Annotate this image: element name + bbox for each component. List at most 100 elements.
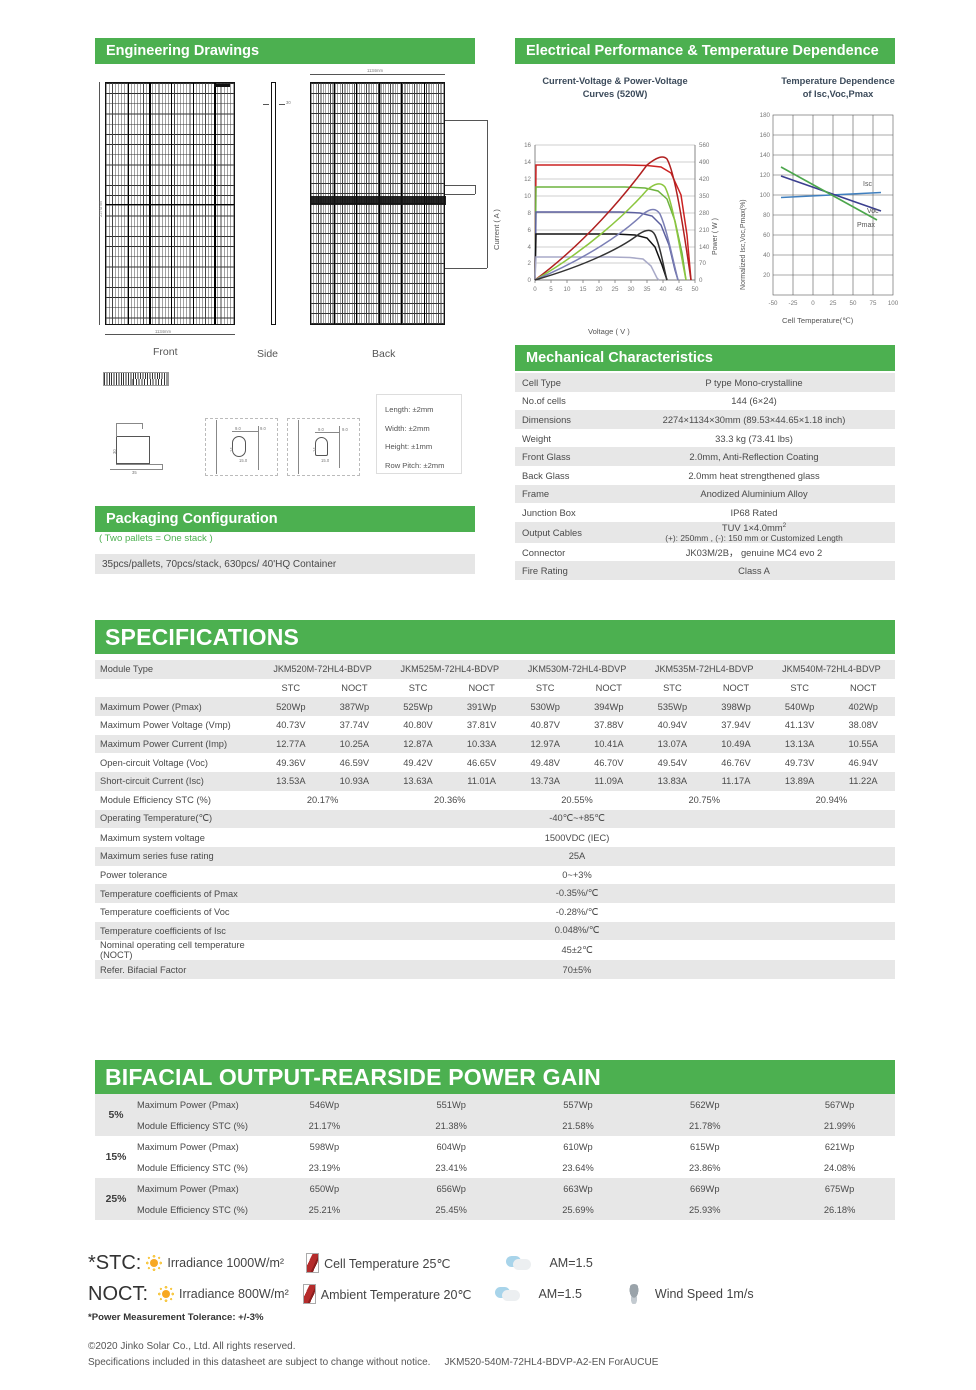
specification-row: Module Efficiency STC (%) 20.17% 20.36% 20.… xyxy=(95,791,895,810)
svg-text:80: 80 xyxy=(763,212,770,219)
spec-value-cell: 525Wp xyxy=(403,701,433,712)
section-header-electrical-performance: Electrical Performance & Temperature Dep… xyxy=(515,38,895,64)
stc-cell-temperature: Cell Temperature 25℃ xyxy=(324,1256,451,1271)
bifacial-pmax-cell: 546Wp xyxy=(309,1099,340,1110)
junction-box-marker xyxy=(311,196,446,205)
bifacial-gain-percent: 15% xyxy=(105,1151,127,1163)
bifacial-efficiency-cell: 23.64% xyxy=(562,1162,594,1173)
spec-row-label: Temperature coefficients of Pmax xyxy=(100,888,238,899)
svg-text:560: 560 xyxy=(699,142,710,149)
mechanical-row-value: TUV 1×4.0mm2 (+): 250mm , (-): 150 mm or … xyxy=(665,521,843,543)
svg-text:60: 60 xyxy=(763,232,770,239)
spec-value-cell: 40.80V xyxy=(403,720,433,731)
spec-value-cell: 10.33A xyxy=(466,739,497,750)
packaging-value: 35pcs/pallets, 70pcs/stack, 630pcs/ 40'H… xyxy=(95,554,475,574)
svg-text:350: 350 xyxy=(699,193,710,200)
mechanical-row-key: Fire Rating xyxy=(522,565,568,577)
noct-wind-speed: Wind Speed 1m/s xyxy=(654,1287,754,1301)
condition-header: STC xyxy=(535,683,555,694)
spec-value-cell: 394Wp xyxy=(594,701,624,712)
bifacial-row-label: Maximum Power (Pmax) xyxy=(137,1183,239,1194)
temperature-dependence-chart: Isc Voc Pmax 180 160 140 120 100 80 60 4… xyxy=(760,112,899,307)
bifacial-efficiency-cell: 26.18% xyxy=(823,1204,856,1215)
tolerance-box: Length: ±2mm Width: ±2mm Height: ±1mm Ro… xyxy=(376,394,462,474)
spec-value-cell: 46.94V xyxy=(848,757,878,768)
condition-header: NOCT xyxy=(595,683,622,694)
spec-value-cell: 10.49A xyxy=(721,739,751,750)
spec-value-cell: 540Wp xyxy=(784,701,815,712)
iv-chart-y2label: Power ( W ) xyxy=(712,218,719,255)
specification-row: Temperature coefficients of Voc -0.28%/℃ xyxy=(95,903,895,922)
packaging-note: ( Two pallets = One stack ) xyxy=(99,533,213,544)
svg-text:10: 10 xyxy=(524,193,531,200)
spec-common-value: -40℃~+85℃ xyxy=(549,813,605,824)
module-type-cell: JKM525M-72HL4-BDVP xyxy=(400,664,500,675)
front-width-dimension: 1134mm xyxy=(155,329,171,334)
spec-value-cell: 387Wp xyxy=(339,701,370,712)
view-label-back: Back xyxy=(372,348,396,360)
svg-text:20: 20 xyxy=(763,272,770,279)
spec-value-cell: 40.94V xyxy=(657,720,688,731)
iv-chart-ylabel: Current ( A ) xyxy=(492,209,501,250)
bifacial-efficiency-cell: 25.69% xyxy=(562,1204,594,1215)
spec-value-cell: 37.88V xyxy=(594,720,624,731)
spec-value-cell: 46.70V xyxy=(594,757,624,768)
mechanical-row-key: Frame xyxy=(522,488,550,500)
power-tolerance-note: *Power Measurement Tolerance: +/-3% xyxy=(88,1312,264,1323)
svg-text:5: 5 xyxy=(549,286,553,293)
svg-text:0: 0 xyxy=(528,277,532,284)
stc-am: AM=1.5 xyxy=(549,1256,593,1270)
mechanical-row-value: JK03M/2B， genuine MC4 evo 2 xyxy=(685,547,823,559)
spec-value-cell: 46.59V xyxy=(339,757,370,768)
bifacial-pmax-cell: 663Wp xyxy=(563,1183,593,1194)
bifacial-efficiency-cell: 21.78% xyxy=(689,1120,721,1131)
document-code: JKM520-540M-72HL4-BDVP-A2-EN ForAUCUE xyxy=(444,1356,659,1368)
specification-row: Maximum Power (Pmax) 520Wp 387Wp 525Wp 391Wp… xyxy=(95,697,895,717)
spec-row-label: Power tolerance xyxy=(100,869,168,880)
spec-row-label: Temperature coefficients of Voc xyxy=(100,907,230,918)
section-header-specifications: SPECIFICATIONS xyxy=(95,620,895,654)
mechanical-row-value: 33.3 kg (73.41 lbs) xyxy=(715,432,793,444)
noct-irradiance: Irradiance 800W/m² xyxy=(179,1287,289,1301)
condition-header: STC xyxy=(790,683,809,694)
spec-value-cell: 49.42V xyxy=(403,757,433,768)
svg-text:15: 15 xyxy=(580,286,587,293)
mechanical-row: Junction Box IP68 Rated xyxy=(515,503,895,522)
svg-text:-25: -25 xyxy=(789,300,799,307)
svg-text:0: 0 xyxy=(533,286,537,293)
specification-row: Refer. Bifacial Factor 70±5% xyxy=(95,960,895,979)
condition-header: STC xyxy=(663,683,682,694)
spec-value-cell: 10.55A xyxy=(848,739,878,750)
specification-row: Maximum series fuse rating 25A xyxy=(95,846,895,866)
temp-chart-xlabel: Cell Temperature(℃) xyxy=(782,316,854,325)
svg-text:420: 420 xyxy=(699,176,710,183)
svg-text:16: 16 xyxy=(524,142,531,149)
spec-value-cell: 41.13V xyxy=(784,720,815,731)
temp-chart-ylabel: Normalized Isc,Voc,Pmax(%) xyxy=(740,199,747,290)
bifacial-pmax-row: Maximum Power (Pmax) 598Wp 604Wp 610Wp 615Wp… xyxy=(137,1136,895,1157)
bifacial-pmax-cell: 557Wp xyxy=(563,1099,593,1110)
spec-value-cell: 13.53A xyxy=(276,776,306,787)
specification-row: Maximum system voltage 1500VDC (IEC) xyxy=(95,828,895,847)
spec-value-cell: 13.07A xyxy=(657,739,688,750)
specification-row: Open-circuit Voltage (Voc) 49.36V 46.59V 49… xyxy=(95,753,895,772)
svg-text:10: 10 xyxy=(564,286,571,293)
spec-efficiency-cell: 20.36% xyxy=(434,795,466,806)
spec-value-cell: 402Wp xyxy=(848,701,878,712)
noct-conditions-row: NOCT: Irradiance 800W/m² Ambient Tempera… xyxy=(88,1278,898,1310)
mechanical-row-value: IP68 Rated xyxy=(730,506,778,518)
cloud-icon xyxy=(506,1255,532,1271)
section-header-engineering-drawings: Engineering Drawings xyxy=(95,38,475,64)
svg-text:6: 6 xyxy=(528,227,532,234)
view-label-side: Side xyxy=(257,348,279,360)
svg-text:100: 100 xyxy=(888,300,899,307)
mechanical-row-value: 2274×1134×30mm (89.53×44.65×1.18 inch) xyxy=(662,413,846,425)
thermometer-icon xyxy=(306,1253,320,1273)
spec-value-cell: 13.89A xyxy=(784,776,815,787)
bifacial-pmax-row: Maximum Power (Pmax) 650Wp 656Wp 663Wp 669Wp… xyxy=(137,1178,895,1199)
noct-ambient-temperature: Ambient Temperature 20℃ xyxy=(320,1287,472,1302)
noct-label: NOCT: xyxy=(88,1282,148,1305)
bifacial-efficiency-cell: 23.19% xyxy=(308,1162,341,1173)
bifacial-pmax-cell: 650Wp xyxy=(309,1183,340,1194)
spec-common-value: 0~+3% xyxy=(562,869,592,880)
